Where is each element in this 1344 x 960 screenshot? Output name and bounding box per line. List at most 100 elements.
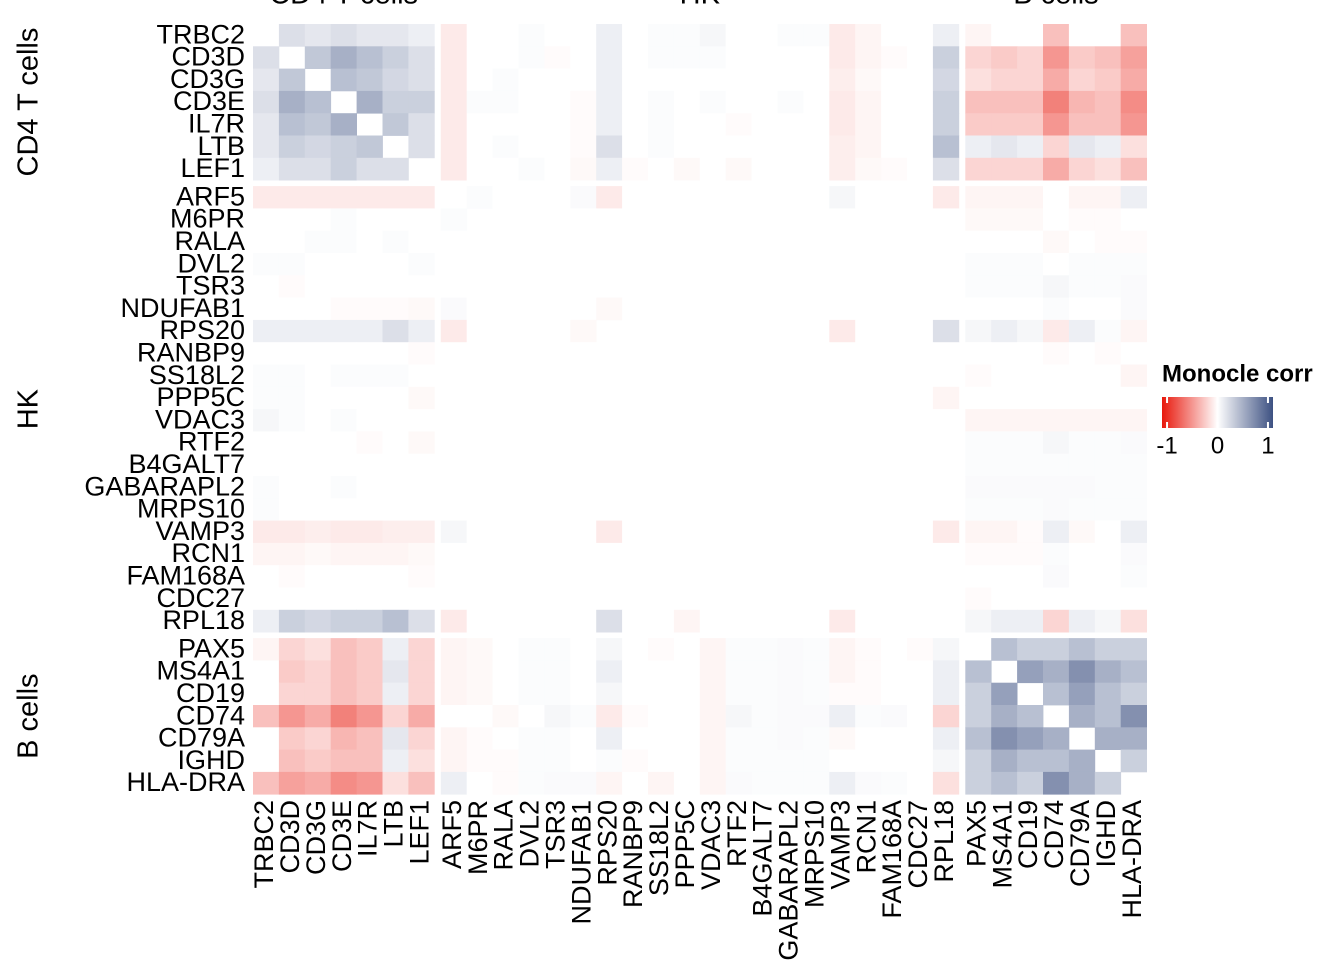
col-label: MRPS10 (799, 800, 829, 908)
heat-cell (803, 297, 830, 321)
heat-cell (622, 682, 649, 706)
heat-cell (492, 68, 519, 92)
col-label: RANBP9 (618, 800, 648, 908)
heat-cell (253, 660, 280, 684)
heat-cell (518, 609, 545, 633)
heat-cell (777, 253, 804, 276)
heat-cell (356, 638, 383, 661)
heat-cell (278, 609, 306, 633)
heat-cell (278, 297, 306, 321)
heat-cell (356, 157, 383, 181)
heat-cell (518, 186, 545, 209)
heat-cell (382, 342, 409, 365)
heat-cell (829, 113, 856, 136)
heat-cell (699, 453, 727, 477)
heat-cell (1043, 90, 1070, 114)
heat-cell (518, 749, 545, 773)
heat-cell (965, 431, 992, 455)
heat-cell (1094, 453, 1122, 477)
heat-cell (330, 68, 357, 92)
heat-cell (907, 157, 934, 181)
heat-cell (492, 157, 519, 181)
heat-cell (1017, 587, 1044, 611)
heat-cell (803, 46, 830, 69)
row-label: CDC27 (156, 583, 245, 613)
heat-cell (965, 208, 992, 232)
heat-cell (518, 386, 545, 410)
heat-cell (1068, 453, 1096, 477)
heat-cell (855, 587, 882, 611)
heat-cell (304, 682, 332, 706)
heat-cell (382, 409, 409, 432)
heat-cell (408, 230, 435, 254)
heat-cell (544, 409, 571, 432)
heat-cell (1043, 587, 1070, 611)
heat-cell (278, 431, 306, 455)
heat-cell (881, 135, 908, 159)
heat-cell (907, 727, 934, 750)
heat-cell (596, 705, 623, 728)
heat-cell (518, 68, 545, 92)
heat-cell (881, 476, 908, 499)
col-label: RPL18 (929, 800, 959, 883)
heat-cell (725, 749, 752, 773)
heat-cell (596, 771, 623, 795)
heat-cell (829, 186, 856, 209)
heat-cell (932, 275, 960, 298)
col-label: GABARAPL2 (774, 800, 804, 960)
heat-cell (1043, 409, 1070, 432)
heat-cell (466, 24, 493, 47)
heat-cell (648, 660, 675, 684)
heat-cell (699, 342, 727, 365)
heat-cell (855, 565, 882, 588)
heat-cell (596, 542, 623, 566)
heat-cell (881, 297, 908, 321)
heat-cell (1094, 230, 1122, 254)
heat-cell (699, 90, 727, 114)
heat-cell (751, 253, 778, 276)
heat-cell (648, 24, 675, 47)
heat-cell (440, 157, 468, 181)
heat-cell (991, 409, 1018, 432)
heat-cell (253, 682, 280, 706)
heat-cell (382, 186, 409, 209)
heat-cell (304, 90, 332, 114)
heat-cell (596, 660, 623, 684)
heat-cell (725, 364, 752, 388)
heat-cell (544, 208, 571, 232)
heat-cell (544, 520, 571, 544)
heat-cell (278, 749, 306, 773)
heat-cell (932, 230, 960, 254)
heat-cell (278, 113, 306, 136)
heat-cell (518, 342, 545, 365)
heat-cell (777, 660, 804, 684)
col-group-label: CD4 T cells (269, 0, 418, 11)
heat-cell (330, 498, 357, 521)
heat-cell (440, 24, 468, 47)
heat-cell (932, 660, 960, 684)
heat-cell (829, 135, 856, 159)
col-label: RCN1 (851, 800, 881, 874)
heat-cell (1043, 253, 1070, 276)
heat-cell (492, 90, 519, 114)
row-label: B4GALT7 (128, 449, 245, 479)
heat-cell (673, 230, 701, 254)
heat-cell (965, 186, 992, 209)
heat-cell (304, 275, 332, 298)
heat-cell (518, 208, 545, 232)
heat-cell (965, 542, 992, 566)
heat-cell (518, 771, 545, 795)
heat-cell (466, 46, 493, 69)
heat-cell (991, 705, 1018, 728)
heat-cell (1120, 638, 1147, 661)
heat-cell (596, 409, 623, 432)
row-label: CD3G (170, 64, 245, 94)
heat-cell (382, 660, 409, 684)
heat-cell (673, 453, 701, 477)
heat-cell (932, 431, 960, 455)
heat-cell (570, 682, 597, 706)
heat-cell (1120, 682, 1147, 706)
heat-cell (544, 609, 571, 633)
heat-cell (777, 319, 804, 343)
